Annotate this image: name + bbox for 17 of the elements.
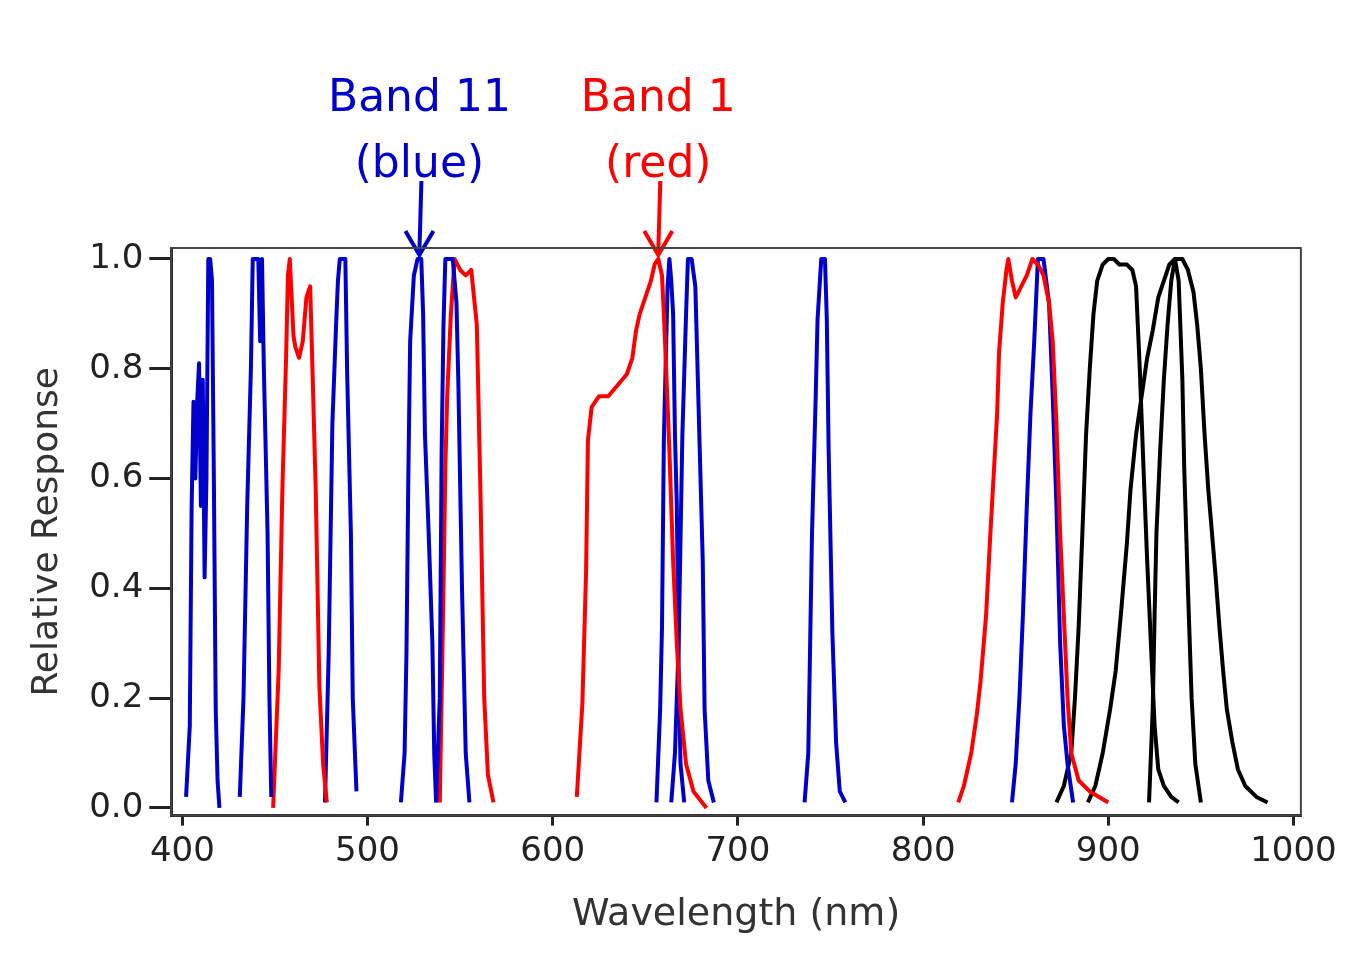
x-tick-label: 900 [1075,828,1141,869]
y-tick-label: 0.2 [89,674,144,715]
x-tick-label: 600 [520,828,586,869]
x-tick-label: 1000 [1250,828,1337,869]
annotation: Band 1 (red) [580,69,736,187]
y-tick-label: 0.6 [89,455,144,496]
x-tick-label: 500 [335,828,401,869]
annotation: Band 11 (blue) [327,69,511,187]
y-tick-label: 0.0 [89,784,144,825]
x-tick-label: 700 [705,828,771,869]
y-tick-label: 1.0 [89,235,144,276]
y-tick-label: 0.4 [89,565,144,606]
x-axis-title: Wavelength (nm) [571,890,901,935]
y-axis-title: Relative Response [23,367,65,697]
y-tick-label: 0.8 [89,345,144,386]
x-tick-label: 800 [890,828,956,869]
x-tick-label: 400 [149,828,215,869]
